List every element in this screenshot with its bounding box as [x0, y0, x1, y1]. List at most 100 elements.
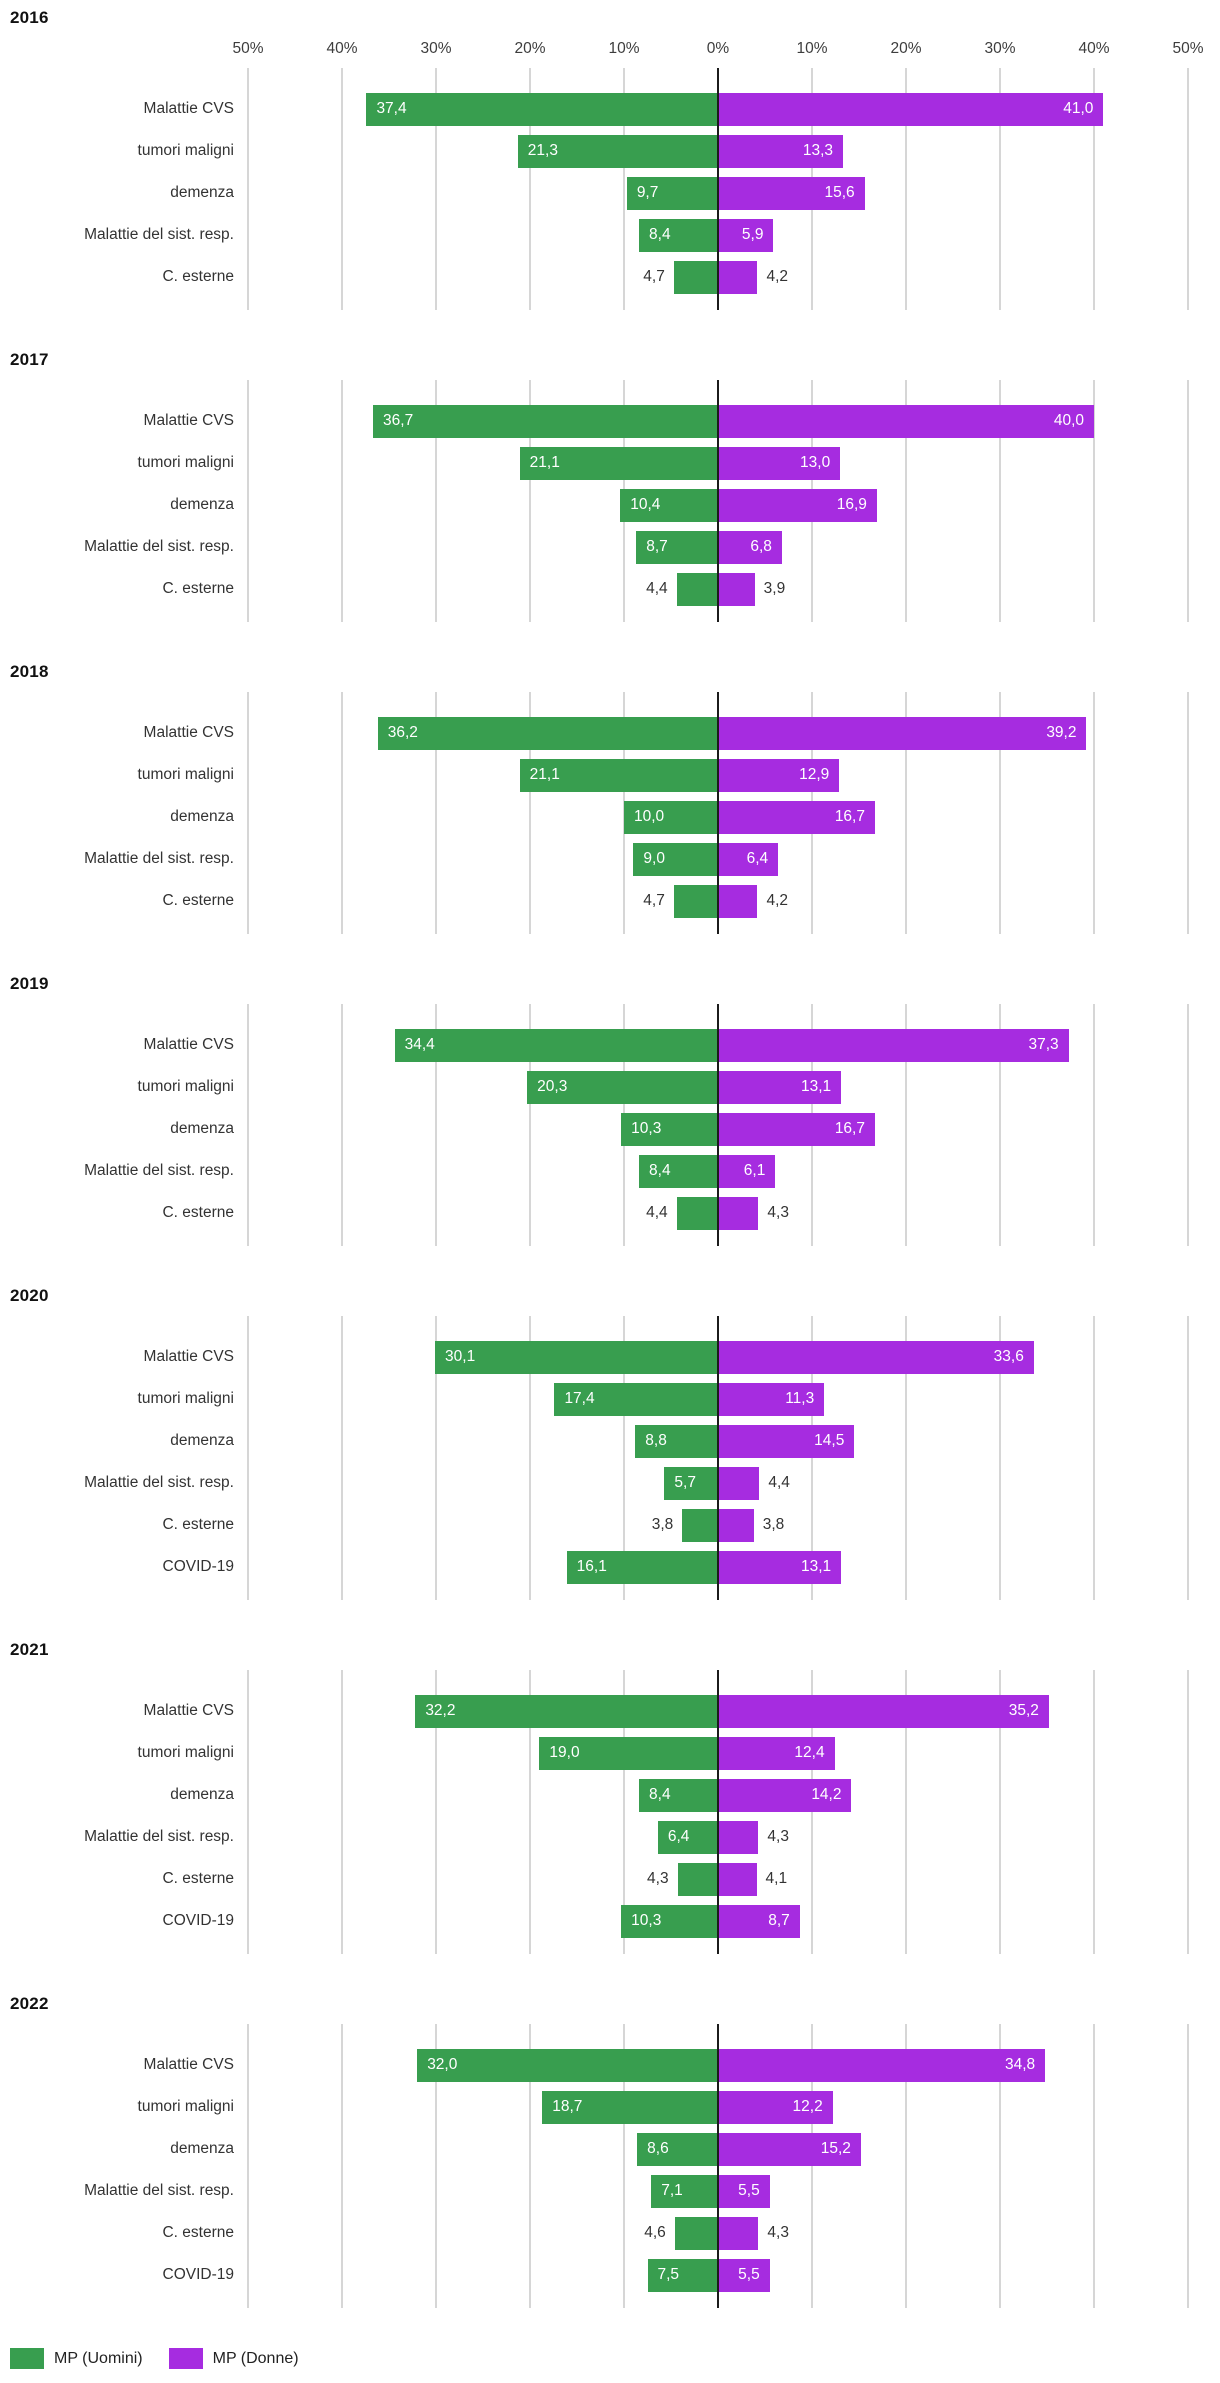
bar-uomini — [633, 842, 718, 876]
bar-donne — [718, 2090, 833, 2124]
gridline — [529, 68, 531, 310]
axis-tick-label: 50% — [232, 40, 264, 57]
value-label-uomini: 10,3 — [631, 1120, 662, 1137]
gridline — [905, 1004, 907, 1246]
gridline — [247, 1004, 249, 1246]
bar-uomini — [639, 1154, 718, 1188]
category-label: demenza — [170, 496, 234, 513]
row-plot: 17,4 11,3 — [248, 1378, 1188, 1420]
gridline — [435, 380, 437, 622]
row-plot: 4,7 4,2 — [248, 880, 1188, 922]
bar-uomini — [527, 1070, 718, 1104]
value-label-donne: 6,8 — [750, 538, 772, 555]
bar-donne — [718, 1694, 1049, 1728]
row-plot: 7,5 5,5 — [248, 2254, 1188, 2296]
value-label-uomini: 8,4 — [649, 1162, 671, 1179]
row-plot: 21,3 13,3 — [248, 130, 1188, 172]
row-plot: 10,3 8,7 — [248, 1900, 1188, 1942]
gridline — [999, 692, 1001, 934]
chart-row: Malattie CVS 36,2 39,2 — [10, 712, 1210, 754]
category-label: COVID-19 — [162, 2266, 235, 2283]
bar-uomini — [651, 2174, 718, 2208]
year-section-2019: 2019 Malattie CVS 34,4 37,3 tumori maligni 20… — [10, 974, 1210, 1246]
category-label: Malattie del sist. resp. — [84, 1474, 234, 1491]
gridline — [1187, 1670, 1189, 1954]
gridline — [341, 2024, 343, 2308]
category-label: tumori maligni — [137, 766, 234, 783]
chart-row: Malattie del sist. resp. 8,4 5,9 — [10, 214, 1210, 256]
bar-donne — [718, 488, 877, 522]
value-label-uomini: 19,0 — [549, 1744, 580, 1761]
bar-donne — [718, 884, 758, 918]
chart-row: COVID-19 10,3 8,7 — [10, 1900, 1210, 1942]
bar-donne — [718, 1382, 825, 1416]
chart-row: Malattie del sist. resp. 8,7 6,8 — [10, 526, 1210, 568]
chart-row: demenza 10,4 16,9 — [10, 484, 1210, 526]
category-label: Malattie del sist. resp. — [84, 850, 234, 867]
bar-donne — [718, 572, 755, 606]
bar-donne — [718, 1196, 759, 1230]
zero-line — [717, 68, 719, 310]
chart-row: Malattie del sist. resp. 9,0 6,4 — [10, 838, 1210, 880]
value-label-donne: 3,8 — [762, 1516, 785, 1533]
gridline — [1187, 380, 1189, 622]
chart-row: Malattie CVS 37,4 41,0 — [10, 88, 1210, 130]
bar-donne — [718, 1778, 852, 1812]
bar-uomini — [626, 176, 718, 210]
category-label: Malattie CVS — [143, 1702, 234, 1719]
category-label: Malattie del sist. resp. — [84, 226, 234, 243]
bar-donne — [718, 2174, 770, 2208]
bar-donne — [718, 446, 841, 480]
gridline — [999, 1670, 1001, 1954]
chart-row: demenza 10,3 16,7 — [10, 1108, 1210, 1150]
category-label: demenza — [170, 1786, 234, 1803]
value-label-donne: 6,4 — [746, 850, 769, 867]
gridline — [435, 68, 437, 310]
row-plot: 8,8 14,5 — [248, 1420, 1188, 1462]
bar-donne — [718, 218, 774, 252]
value-label-donne: 37,3 — [1028, 1036, 1059, 1053]
chart-row: Malattie CVS 34,4 37,3 — [10, 1024, 1210, 1066]
value-label-donne: 39,2 — [1046, 724, 1077, 741]
row-plot: 18,7 12,2 — [248, 2086, 1188, 2128]
legend-label-donne: MP (Donne) — [212, 2349, 299, 2367]
chart-row: Malattie del sist. resp. 5,7 4,4 — [10, 1462, 1210, 1504]
bar-uomini — [542, 2090, 718, 2124]
value-label-uomini: 7,1 — [661, 2182, 683, 2199]
chart-row: Malattie del sist. resp. 6,4 4,3 — [10, 1816, 1210, 1858]
value-label-uomini: 18,7 — [552, 2098, 583, 2115]
chart-row: demenza 10,0 16,7 — [10, 796, 1210, 838]
category-label: tumori maligni — [137, 454, 234, 471]
rows: Malattie CVS 36,2 39,2 tumori maligni 21,1 12… — [10, 712, 1210, 922]
row-plot: 7,1 5,5 — [248, 2170, 1188, 2212]
value-label-uomini: 10,3 — [631, 1912, 662, 1929]
category-label: demenza — [170, 1432, 234, 1449]
chart-row: COVID-19 7,5 5,5 — [10, 2254, 1210, 2296]
row-plot: 9,7 15,6 — [248, 172, 1188, 214]
value-label-donne: 34,8 — [1004, 2056, 1036, 2073]
row-plot: 4,3 4,1 — [248, 1858, 1188, 1900]
gridline — [435, 692, 437, 934]
gridline — [1093, 1670, 1095, 1954]
value-label-donne: 14,5 — [814, 1432, 845, 1449]
row-plot: 8,4 14,2 — [248, 1774, 1188, 1816]
value-label-donne: 13,1 — [800, 1078, 832, 1095]
value-label-uomini: 34,4 — [404, 1036, 435, 1053]
category-label: Malattie CVS — [143, 412, 234, 429]
axis-tick-label: 10% — [608, 40, 640, 57]
row-plot: 6,4 4,3 — [248, 1816, 1188, 1858]
row-plot: 4,4 4,3 — [248, 1192, 1188, 1234]
bar-donne — [718, 530, 782, 564]
value-label-uomini: 32,0 — [427, 2056, 458, 2073]
value-label-uomini: 7,5 — [657, 2266, 680, 2283]
category-label: tumori maligni — [137, 1744, 234, 1761]
category-label: Malattie del sist. resp. — [84, 1828, 234, 1845]
gridline — [341, 1004, 343, 1246]
chart-area-2018: Malattie CVS 36,2 39,2 tumori maligni 21,1 12… — [10, 692, 1210, 934]
gridline — [1093, 380, 1095, 622]
chart-row: demenza 8,6 15,2 — [10, 2128, 1210, 2170]
legend: MP (Uomini) MP (Donne) — [10, 2348, 1210, 2369]
row-plot: 19,0 12,4 — [248, 1732, 1188, 1774]
gridline — [247, 2024, 249, 2308]
chart-row: C. esterne 4,4 4,3 — [10, 1192, 1210, 1234]
